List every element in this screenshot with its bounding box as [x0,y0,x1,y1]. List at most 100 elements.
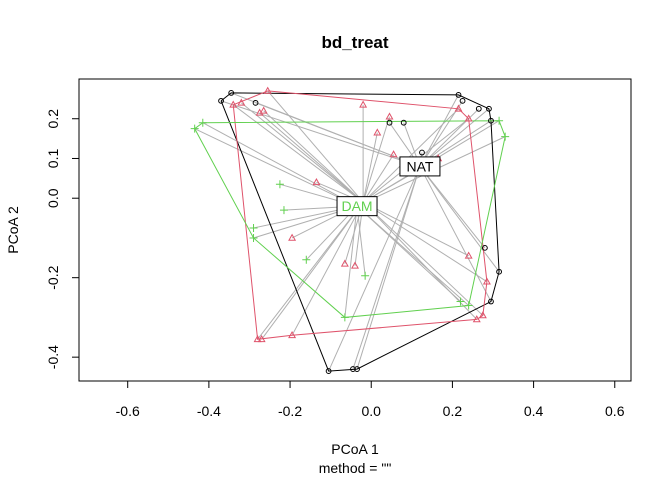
point-red-18 [478,311,487,319]
spoke-green-0 [194,128,358,207]
group-labels: NAT DAM [336,156,441,217]
spoke-green-12 [344,206,358,318]
point-black-11 [481,244,488,251]
spoke-red-3 [263,110,364,203]
point-green-1 [198,118,207,127]
x-tick-label: 0.2 [443,403,463,419]
point-black-8 [475,105,482,112]
point-red-11 [464,114,473,122]
point-green-2 [275,180,284,189]
y-tick-label: 0.2 [45,109,61,129]
spoke-black-0 [220,100,421,167]
point-green-6 [302,255,311,264]
point-black-6 [455,91,462,98]
centroid-label-box-green [336,196,378,217]
centroid-label-black: NAT [406,158,433,174]
point-red-3 [259,106,268,114]
spoke-black-12 [419,166,500,273]
point-black-1 [228,90,235,96]
point-red-10 [454,104,463,112]
x-tick-label: -0.2 [278,403,302,419]
x-axis-label: PCoA 1 [331,441,379,457]
y-axis: 0.2 0.1 0.0 -0.2 -0.4 [45,109,80,369]
point-red-19 [472,315,481,323]
point-red-14 [340,259,349,267]
point-green-9 [501,132,510,141]
point-black-4 [400,119,407,126]
y-tick-label: 0.1 [45,149,61,169]
point-black-5 [419,149,425,156]
point-black-15 [350,366,356,372]
spoke-red-22 [291,201,364,336]
spoke-red-17 [362,201,488,283]
point-red-8 [389,150,398,158]
x-tick-label: 0.0 [362,403,382,419]
y-tick-label: 0.0 [45,188,61,208]
point-green-8 [495,116,504,125]
spoke-red-20 [257,201,364,340]
spoke-red-19 [362,201,478,320]
spoke-red-6 [362,116,390,203]
spoke-red-1 [232,104,364,203]
point-black-14 [325,368,332,374]
x-tick-label: 0.4 [524,403,544,419]
spoke-black-14 [328,166,421,372]
spoke-red-10 [362,108,459,203]
point-red-5 [359,100,368,108]
point-black-12 [496,268,502,275]
hulls [194,90,506,372]
x-tick-label: 0.6 [605,403,625,419]
points [190,86,510,374]
point-red-0 [263,86,272,94]
hull-green [194,120,506,318]
point-green-5 [249,233,258,242]
spokes [194,90,506,372]
y-axis-label: PCoA 2 [5,206,21,254]
point-red-1 [229,100,238,108]
point-red-12 [312,177,321,186]
point-green-12 [340,313,349,322]
spoke-red-2 [259,112,364,203]
point-red-17 [482,277,491,285]
point-green-4 [249,224,258,233]
spoke-black-13 [419,166,492,302]
point-green-7 [361,271,370,280]
point-black-16 [354,366,360,372]
spoke-black-16 [356,166,421,370]
spoke-black-6 [419,94,459,167]
point-red-4 [237,98,246,106]
point-green-11 [464,301,473,310]
spoke-green-1 [202,122,358,207]
spoke-red-16 [362,201,469,257]
spoke-red-21 [261,201,364,340]
spoke-black-15 [352,166,421,370]
point-black-0 [218,97,224,104]
spoke-red-0 [267,90,364,203]
x-tick-label: -0.4 [197,403,221,419]
point-black-9 [486,105,492,112]
x-tick-label: -0.6 [116,403,140,419]
subtitle: method = "" [319,460,392,476]
point-red-13 [288,233,297,241]
point-red-20 [253,334,262,343]
point-red-6 [385,112,394,120]
centroid-label-box-black [399,156,441,177]
centroid-label-green: DAM [341,198,372,214]
point-black-3 [386,119,393,126]
point-black-2 [252,99,259,106]
spoke-red-4 [241,102,364,203]
point-red-16 [464,251,473,259]
point-red-15 [351,261,359,269]
spoke-red-7 [362,132,378,203]
point-black-13 [488,298,494,305]
point-green-3 [279,206,288,215]
point-red-22 [288,330,297,339]
point-green-10 [456,297,465,306]
hull-black [220,92,500,372]
point-black-10 [488,117,494,124]
spoke-red-8 [362,154,394,203]
spoke-green-11 [356,205,469,306]
spoke-green-7 [356,206,366,276]
point-red-7 [373,128,382,136]
